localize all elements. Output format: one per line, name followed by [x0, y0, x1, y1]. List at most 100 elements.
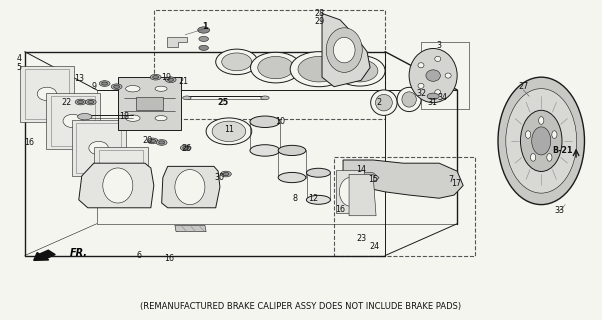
Ellipse shape — [222, 53, 252, 71]
Ellipse shape — [306, 168, 330, 177]
Polygon shape — [94, 147, 148, 203]
Text: 24: 24 — [369, 242, 379, 251]
Ellipse shape — [155, 116, 167, 121]
Bar — [334, 157, 475, 256]
Ellipse shape — [126, 85, 140, 92]
Ellipse shape — [435, 56, 441, 61]
Ellipse shape — [418, 63, 424, 68]
Text: 11: 11 — [224, 125, 234, 134]
Ellipse shape — [306, 196, 330, 204]
Ellipse shape — [278, 172, 306, 183]
Text: 30: 30 — [215, 173, 225, 182]
Ellipse shape — [397, 87, 421, 112]
Ellipse shape — [334, 37, 355, 63]
Text: 29: 29 — [314, 17, 324, 26]
Text: 6: 6 — [136, 251, 141, 260]
Bar — [154, 10, 385, 119]
Text: 21: 21 — [179, 77, 189, 86]
Text: 31: 31 — [427, 98, 437, 107]
Ellipse shape — [402, 92, 417, 107]
Ellipse shape — [182, 96, 191, 100]
Text: 23: 23 — [356, 234, 366, 243]
Ellipse shape — [147, 138, 158, 144]
Ellipse shape — [371, 90, 397, 116]
Ellipse shape — [335, 55, 385, 86]
Text: 8: 8 — [293, 194, 297, 203]
Ellipse shape — [37, 87, 57, 100]
Text: 22: 22 — [61, 98, 72, 107]
Text: 32: 32 — [416, 89, 426, 98]
Text: 15: 15 — [368, 175, 378, 184]
Ellipse shape — [180, 145, 191, 151]
Ellipse shape — [552, 131, 557, 139]
Ellipse shape — [532, 127, 551, 155]
Ellipse shape — [168, 78, 173, 81]
Text: 5: 5 — [16, 63, 21, 72]
Ellipse shape — [445, 73, 451, 78]
Ellipse shape — [530, 154, 536, 161]
Polygon shape — [344, 173, 379, 181]
Ellipse shape — [111, 84, 122, 90]
Text: 17: 17 — [451, 180, 461, 188]
Bar — [136, 97, 163, 110]
Text: 28: 28 — [314, 9, 324, 18]
Ellipse shape — [75, 99, 86, 105]
Text: 13: 13 — [74, 74, 84, 83]
Ellipse shape — [150, 139, 156, 142]
Ellipse shape — [111, 168, 131, 182]
Ellipse shape — [298, 56, 340, 82]
Ellipse shape — [78, 100, 84, 104]
Polygon shape — [167, 37, 187, 47]
Text: 10: 10 — [275, 117, 285, 126]
Ellipse shape — [220, 171, 231, 177]
Text: 1: 1 — [202, 22, 208, 31]
Text: (REMANUFACTURED BRAKE CALIPER ASSY DOES NOT INCLUDE BRAKE PADS): (REMANUFACTURED BRAKE CALIPER ASSY DOES … — [140, 302, 462, 311]
Ellipse shape — [498, 77, 585, 204]
Polygon shape — [46, 93, 100, 149]
Text: B-21: B-21 — [552, 146, 573, 155]
Text: 20: 20 — [143, 136, 153, 145]
Text: 16: 16 — [24, 138, 34, 147]
Ellipse shape — [63, 114, 82, 128]
Polygon shape — [343, 160, 463, 198]
Text: 4: 4 — [16, 53, 21, 62]
Polygon shape — [175, 225, 206, 232]
Ellipse shape — [290, 52, 348, 87]
Text: 26: 26 — [182, 144, 192, 153]
Polygon shape — [349, 174, 376, 216]
Ellipse shape — [85, 99, 96, 105]
Text: 19: 19 — [161, 73, 171, 82]
Ellipse shape — [506, 89, 577, 193]
Ellipse shape — [199, 45, 208, 50]
Ellipse shape — [376, 94, 393, 111]
Polygon shape — [79, 163, 154, 208]
Text: 9: 9 — [92, 82, 96, 91]
Ellipse shape — [153, 76, 159, 79]
Ellipse shape — [197, 27, 209, 33]
Ellipse shape — [78, 114, 92, 120]
Ellipse shape — [261, 96, 269, 100]
Text: 7: 7 — [448, 175, 454, 184]
Text: FR.: FR. — [70, 248, 88, 258]
Ellipse shape — [212, 121, 246, 141]
Ellipse shape — [150, 74, 161, 80]
Ellipse shape — [342, 60, 378, 82]
Ellipse shape — [182, 146, 188, 149]
Text: 16: 16 — [164, 254, 174, 263]
Ellipse shape — [114, 85, 120, 88]
Text: 2: 2 — [376, 98, 382, 107]
Ellipse shape — [250, 52, 301, 83]
Ellipse shape — [427, 93, 439, 100]
Text: 18: 18 — [119, 113, 129, 122]
Text: 27: 27 — [518, 82, 529, 91]
Ellipse shape — [340, 178, 361, 206]
Ellipse shape — [426, 70, 440, 81]
Ellipse shape — [199, 36, 208, 42]
Ellipse shape — [521, 110, 562, 172]
Ellipse shape — [258, 56, 294, 79]
Polygon shape — [118, 77, 181, 130]
Polygon shape — [20, 66, 74, 122]
Text: 14: 14 — [356, 165, 366, 174]
Text: 33: 33 — [554, 206, 564, 215]
Polygon shape — [72, 120, 126, 176]
